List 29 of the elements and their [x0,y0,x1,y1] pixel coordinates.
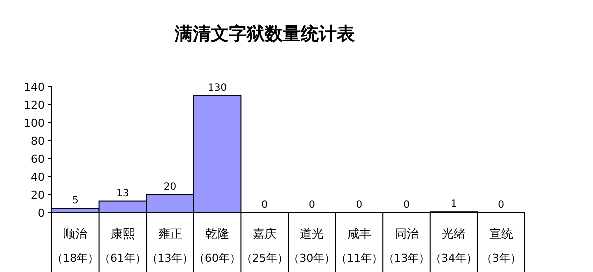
x-tick-label: 康熙（61年） [99,227,146,265]
y-tick-label: 0 [38,207,45,220]
data-label: 0 [498,200,505,211]
x-tick-label: 顺治（18年） [52,227,100,265]
x-tick-label: 宣统（3年） [481,227,522,265]
y-tick-label: 120 [24,99,45,112]
data-label: 5 [72,196,79,206]
data-label: 0 [404,200,410,211]
x-tick-label: 道光（30年） [288,227,336,265]
y-tick-label: 140 [24,81,45,94]
x-tick-label: 嘉庆（25年） [241,227,288,265]
data-label: 0 [308,200,316,211]
y-tick-label: 100 [24,117,45,130]
data-label: 1 [450,199,458,210]
data-label: 20 [164,182,177,193]
y-tick-label: 40 [31,171,45,184]
x-tick-label: 同治（13年） [383,227,430,265]
data-label: 0 [262,200,268,211]
x-tick-label: 雍正（13年） [146,227,194,265]
x-tick-label: 光绪（34年） [430,227,478,265]
data-label: 13 [116,188,130,200]
x-tick-label: 乾隆（60年） [194,227,242,265]
y-tick-label: 20 [31,189,45,202]
x-tick-label: 咸丰（11年） [336,227,383,265]
y-tick-label: 60 [31,153,45,166]
y-tick-label: 80 [31,135,45,148]
chart-title: 满清文字狱数量统计表 [174,24,355,45]
data-label: 0 [356,200,363,211]
data-label: 130 [208,83,228,94]
